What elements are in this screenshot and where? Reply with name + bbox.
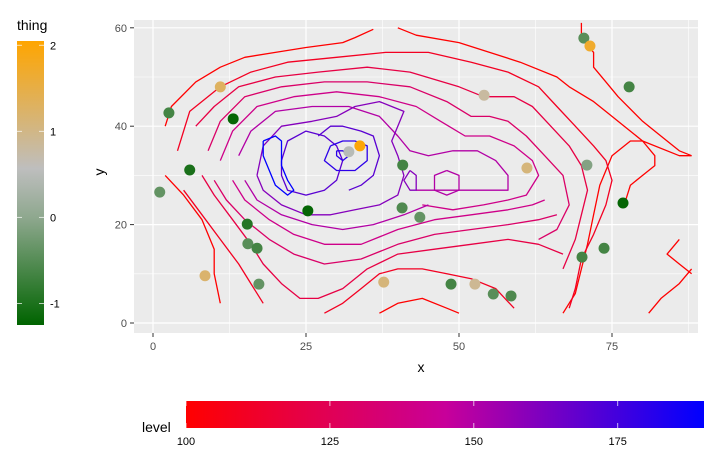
y-tick-label: 60 [115, 23, 127, 35]
thing-legend-tick-label: 2 [50, 40, 56, 52]
x-axis: 0 25 50 75 [150, 333, 618, 353]
level-legend-tick-label: 100 [177, 436, 195, 448]
data-point [478, 89, 490, 101]
contour-line [244, 179, 429, 231]
contour-line [232, 179, 545, 245]
data-point [414, 211, 426, 223]
level-legend-title: level [142, 419, 171, 435]
thing-legend-title: thing [17, 17, 47, 33]
data-point [199, 270, 211, 282]
contour-line [164, 174, 221, 304]
data-point [214, 81, 226, 93]
data-point [487, 288, 499, 300]
level-colorbar [186, 401, 704, 428]
data-point [253, 278, 265, 290]
data-point [584, 40, 596, 52]
data-point [343, 146, 355, 158]
thing-legend-tick-label: -1 [50, 298, 60, 310]
data-point [378, 276, 390, 288]
x-axis-title: x [418, 359, 425, 375]
contour-line [219, 91, 540, 211]
data-point [242, 238, 254, 250]
level-legend: level 100 125 150 175 [142, 401, 704, 448]
data-point [581, 159, 593, 171]
data-point [469, 278, 481, 290]
contour-lines [164, 22, 693, 314]
contour-line [335, 150, 350, 162]
contour-line [324, 268, 515, 314]
data-point [396, 202, 408, 214]
contour-line [648, 268, 693, 314]
scatter-points [154, 32, 635, 302]
level-legend-tick-label: 125 [321, 436, 339, 448]
thing-colorbar [17, 41, 44, 325]
thing-legend-tick-label: 0 [50, 212, 56, 224]
thing-legend-tick-label: 1 [50, 126, 56, 138]
contour-line [666, 238, 693, 275]
data-point [154, 186, 166, 198]
data-point [163, 107, 175, 119]
data-point [227, 113, 239, 125]
contour-line [379, 297, 460, 314]
contour-line [238, 105, 509, 191]
y-tick-label: 40 [115, 121, 127, 133]
contour-line [201, 175, 564, 300]
y-tick-label: 0 [121, 318, 127, 330]
data-point [445, 278, 457, 290]
data-point [302, 205, 314, 217]
x-tick-label: 0 [150, 341, 156, 353]
data-point [354, 140, 366, 152]
y-axis: 0 20 40 60 [115, 23, 134, 330]
data-point [241, 218, 253, 230]
x-tick-label: 50 [453, 341, 465, 353]
data-point [505, 290, 517, 302]
contour-line [433, 169, 460, 196]
data-point [184, 164, 196, 176]
data-point [521, 162, 533, 174]
contour-line [397, 27, 692, 157]
contour-line [403, 169, 417, 191]
data-point [576, 251, 588, 263]
contour-line [164, 28, 374, 127]
x-tick-label: 75 [606, 341, 618, 353]
y-axis-title: y [91, 169, 107, 176]
contour-line [562, 140, 656, 314]
contour-line [176, 51, 613, 309]
data-point [623, 81, 635, 93]
data-point [578, 32, 590, 44]
contour-line [256, 100, 405, 216]
y-tick-label: 20 [115, 220, 127, 232]
contour-line [262, 135, 295, 196]
level-legend-tick-label: 175 [608, 436, 626, 448]
x-tick-label: 25 [300, 341, 312, 353]
thing-legend: thing 2 1 0 -1 [17, 17, 60, 325]
contour-line [207, 81, 570, 240]
contour-line [195, 66, 589, 270]
data-point [251, 242, 263, 254]
contour-line [323, 140, 368, 172]
data-point [397, 159, 409, 171]
data-point [617, 197, 629, 209]
contour-line [183, 189, 264, 304]
contour-line [317, 125, 381, 191]
level-legend-tick-label: 150 [465, 436, 483, 448]
data-point [598, 242, 610, 254]
